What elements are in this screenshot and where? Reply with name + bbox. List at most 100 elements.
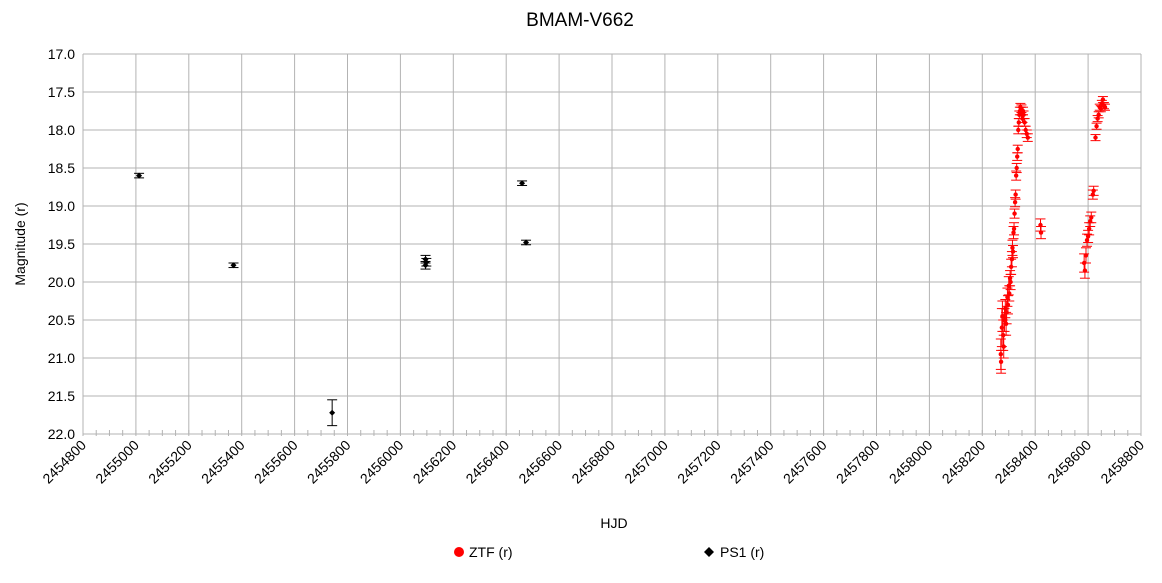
point-marker [1025, 135, 1030, 140]
data-point [1022, 133, 1033, 142]
series-ps1 [134, 172, 532, 427]
point-marker [1013, 173, 1019, 178]
x-tick-label: 2458000 [886, 437, 936, 487]
data-point [1090, 134, 1101, 142]
point-marker [1012, 200, 1018, 205]
point-marker [423, 259, 430, 266]
data-point [1035, 218, 1046, 232]
data-point [1080, 247, 1091, 264]
data-point [1012, 152, 1023, 161]
point-marker [136, 172, 143, 179]
y-tick-label: 20.0 [48, 274, 75, 290]
y-tick-label: 19.0 [48, 198, 75, 214]
y-tick-label: 18.0 [48, 122, 75, 138]
legend-label-ztf: ZTF (r) [469, 544, 513, 560]
point-marker [1082, 268, 1088, 273]
point-marker [1011, 226, 1017, 231]
y-axis-title: Magnitude (r) [12, 202, 28, 285]
series-ztf [995, 96, 1111, 374]
y-tick-label: 18.5 [48, 160, 75, 176]
point-marker [1007, 276, 1013, 281]
x-tick-label: 2455600 [251, 437, 301, 487]
x-tick-label: 2458600 [1044, 437, 1094, 487]
point-marker [1102, 105, 1108, 110]
point-marker [1007, 291, 1012, 296]
plot-area [134, 96, 1111, 427]
x-tick-label: 2456400 [462, 437, 512, 487]
data-point [1097, 96, 1108, 104]
legend-marker-ztf [454, 547, 464, 557]
point-marker [1089, 215, 1094, 220]
point-marker [1090, 192, 1096, 197]
point-marker [519, 180, 526, 187]
x-tick-label: 2455800 [304, 437, 354, 487]
y-tick-label: 21.5 [48, 388, 75, 404]
x-tick-label: 2455400 [198, 437, 248, 487]
point-marker [1086, 226, 1092, 231]
x-tick-label: 2455000 [92, 437, 142, 487]
data-point [1011, 170, 1022, 181]
point-marker [1008, 279, 1013, 285]
y-tick-label: 17.5 [48, 84, 75, 100]
point-marker [1021, 112, 1026, 118]
x-tick-label: 2458800 [1097, 437, 1147, 487]
data-point [1010, 189, 1021, 200]
data-point [1036, 226, 1047, 240]
point-marker [1013, 192, 1018, 197]
point-marker [1096, 112, 1101, 118]
x-tick-label: 2456200 [410, 437, 460, 487]
point-marker [1100, 97, 1106, 102]
x-tick-label: 2458400 [991, 437, 1041, 487]
point-marker [998, 359, 1004, 364]
data-point [421, 257, 432, 267]
point-marker [1083, 253, 1089, 258]
x-axis-title: HJD [600, 515, 627, 531]
data-point [1007, 239, 1018, 256]
point-marker [1001, 344, 1006, 349]
data-point [1091, 122, 1102, 130]
y-tick-label: 22.0 [48, 426, 75, 442]
legend: ZTF (r) PS1 (r) [454, 544, 764, 560]
x-tick-label: 2456800 [568, 437, 618, 487]
x-tick-label: 2457000 [621, 437, 671, 487]
data-point [1093, 111, 1104, 119]
data-point [1009, 222, 1020, 236]
chart-title: BMAM-V662 [526, 10, 634, 31]
data-point [134, 172, 145, 179]
y-tick-label: 19.5 [48, 236, 75, 252]
x-tick-label: 2457600 [780, 437, 830, 487]
data-point [1011, 162, 1022, 174]
axes: 17.0 17.5 18.0 18.5 19.0 19.5 20.0 20.5 21.0 21.5… [39, 46, 1147, 487]
point-marker [1005, 302, 1011, 307]
data-point [1088, 185, 1099, 196]
x-tick-label: 2454800 [39, 437, 89, 487]
point-marker [1015, 154, 1020, 159]
y-tick-label: 17.0 [48, 46, 75, 62]
x-tick-label: 2455200 [145, 437, 195, 487]
data-point [327, 399, 338, 427]
point-marker [523, 239, 530, 246]
data-point [1012, 144, 1023, 154]
point-marker [1010, 249, 1016, 254]
point-marker [1015, 146, 1020, 152]
data-point [517, 180, 528, 187]
x-tick-label: 2456000 [357, 437, 407, 487]
data-point [1009, 208, 1020, 219]
y-tick-label: 20.5 [48, 312, 75, 328]
data-point [1083, 229, 1094, 243]
x-tick-label: 2458200 [939, 437, 989, 487]
data-point [1084, 222, 1095, 236]
point-marker [1022, 120, 1027, 125]
point-marker [1094, 124, 1099, 129]
point-marker [1093, 135, 1098, 140]
point-marker [230, 262, 237, 269]
y-tick-label: 21.0 [48, 350, 75, 366]
point-marker [329, 409, 336, 416]
point-marker [1091, 188, 1096, 193]
data-point [1086, 211, 1097, 224]
x-tick-label: 2457800 [833, 437, 883, 487]
legend-marker-ps1 [704, 547, 714, 557]
x-tick-label: 2456600 [515, 437, 565, 487]
data-point [228, 262, 239, 269]
